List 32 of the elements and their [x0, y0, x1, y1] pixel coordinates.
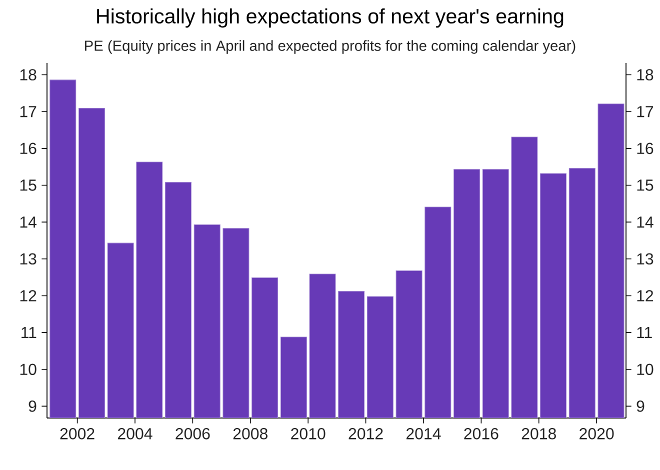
y-tick-label: 9: [28, 400, 36, 412]
x-tick-label: 2018: [522, 428, 556, 440]
y2-tick-label: 13: [637, 253, 654, 265]
y-tick-label: 14: [20, 216, 36, 228]
y2-tick-label: 18: [637, 69, 654, 80]
y2-tick-label: 14: [637, 216, 654, 228]
y-tick-label: 15: [20, 180, 36, 191]
y-tick-label: 10: [20, 364, 36, 376]
y-tick-label: 18: [20, 69, 36, 80]
x-tick-label: 2002: [60, 428, 94, 440]
x-tick-label: 2016: [464, 428, 498, 440]
y-tick-label: 13: [20, 253, 36, 265]
chart-subtitle: PE (Equity prices in April and expected profits for the coming calendar year): [85, 40, 576, 54]
x-tick-label: 2012: [348, 428, 383, 440]
x-tick-label: 2004: [118, 428, 152, 440]
x-tick-label: 2014: [406, 428, 441, 440]
y2-tick-label: 10: [637, 364, 654, 376]
y-tick-label: 11: [22, 327, 36, 338]
y2-tick-label: 16: [637, 142, 654, 154]
y-tick-label: 16: [20, 142, 36, 154]
y2-tick-label: 12: [637, 290, 654, 302]
y2-tick-label: 9: [636, 400, 644, 412]
chart-title: Historically high expectations of next year's earning: [97, 8, 564, 28]
y2-tick-label: 15: [637, 180, 654, 191]
x-tick-label: 2008: [233, 428, 268, 440]
y-tick-label: 12: [20, 290, 36, 302]
x-tick-label: 2006: [176, 428, 210, 440]
y2-tick-label: 17: [637, 106, 654, 118]
y-tick-label: 17: [20, 106, 36, 118]
x-tick-label: 2010: [291, 428, 326, 440]
x-tick-label: 2020: [580, 428, 614, 440]
y2-tick-label: 11: [637, 327, 652, 338]
